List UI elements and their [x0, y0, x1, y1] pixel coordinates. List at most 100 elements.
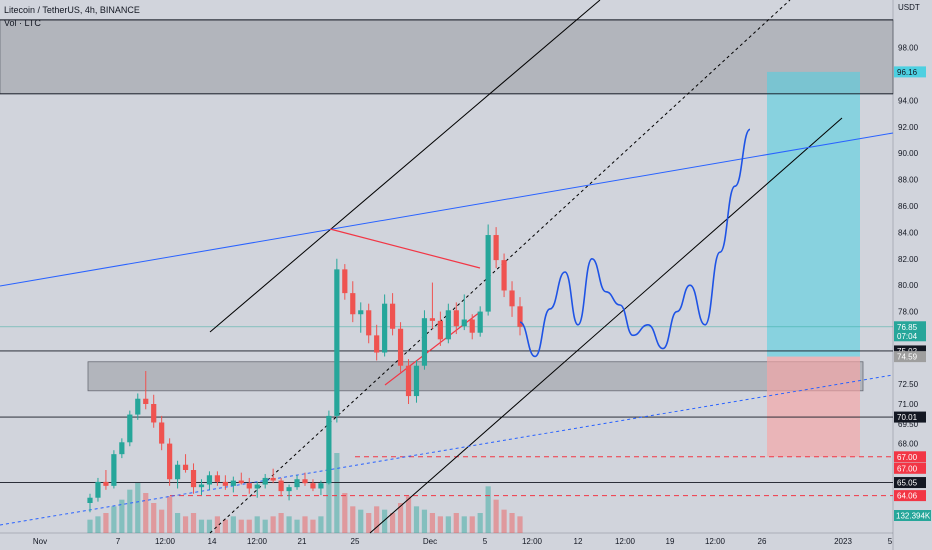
candle-body [310, 483, 316, 489]
channel-median-line [209, 0, 791, 534]
price-tick-label: 80.00 [898, 281, 919, 290]
candle-body [382, 303, 388, 353]
volume-bar [374, 506, 380, 533]
price-tag-label: 65.05 [897, 479, 918, 488]
symbol-title[interactable]: Litecoin / TetherUS, 4h, BINANCE [4, 5, 140, 15]
price-tag-label: 74.59 [897, 353, 918, 362]
time-tick-label: 21 [298, 537, 307, 546]
volume-bar [294, 519, 300, 533]
volume-bar [501, 509, 507, 533]
volume-bar [214, 516, 221, 533]
price-tag [894, 66, 926, 78]
volume-indicator-label[interactable]: Vol · LTC [4, 18, 41, 28]
volume-bar [358, 509, 364, 533]
price-tick-label: 69.50 [898, 420, 919, 429]
volume-bar [270, 516, 276, 533]
candle-body [421, 318, 428, 366]
price-tick-label: 98.00 [898, 44, 919, 53]
stop-zone [767, 356, 860, 457]
price-tick-label: 94.00 [898, 96, 919, 105]
volume-bar [262, 519, 268, 533]
candle-body [445, 310, 451, 340]
volume-bar [437, 516, 443, 533]
candle-body [413, 365, 420, 397]
volume-bar [151, 503, 157, 533]
price-tag-label: 67.00 [897, 453, 918, 462]
time-tick-label: 12:00 [615, 537, 636, 546]
channel-upper-line [209, 0, 601, 333]
candle-body [262, 477, 268, 485]
price-tick-label: 88.00 [898, 176, 919, 185]
candle-body [477, 311, 483, 333]
volume-bar [135, 483, 141, 533]
volume-bar [254, 516, 260, 533]
triangle-upper-line [329, 228, 481, 269]
candle-body [461, 319, 467, 327]
channel-lower-line [369, 117, 843, 534]
volume-bar [127, 489, 133, 533]
volume-bar [310, 519, 316, 533]
volume-bar [286, 516, 292, 533]
time-tick-label: 12:00 [522, 537, 543, 546]
volume-bar [389, 513, 396, 533]
candle-body [174, 464, 181, 480]
candle-body [159, 422, 165, 444]
countdown-label: 07:04 [897, 332, 918, 341]
price-tag [894, 462, 926, 474]
time-tick-label: 5 [888, 537, 893, 546]
price-tick-label: 71.00 [898, 400, 919, 409]
price-tag-label: 96.16 [897, 68, 918, 77]
candle-body [206, 475, 213, 485]
volume-bar [334, 453, 340, 533]
candle-body [214, 475, 221, 482]
price-tag [894, 351, 926, 363]
candle-body [286, 487, 292, 492]
candle-body [198, 484, 205, 488]
candle-body [95, 481, 101, 498]
candle-body [222, 481, 228, 486]
candle-body [127, 414, 133, 443]
price-tag [894, 321, 926, 342]
volume-bar [119, 499, 125, 533]
volume-bar [167, 496, 173, 533]
volume-bar [382, 509, 388, 533]
price-tick-label: 84.00 [898, 228, 919, 237]
candle-body [302, 479, 308, 484]
support-trendline [0, 374, 894, 526]
price-tag-label: 70.01 [897, 413, 918, 422]
target-zone [767, 71, 860, 357]
volume-bar [469, 516, 475, 533]
price-tag [894, 490, 926, 502]
price-tick-label: 92.00 [898, 123, 919, 132]
volume-bar [182, 516, 189, 533]
volume-bar [413, 506, 420, 533]
candle-body [342, 269, 348, 294]
volume-tag-label: 132.394K [896, 512, 931, 521]
time-tick-label: 25 [351, 537, 360, 546]
time-tick-label: 26 [758, 537, 767, 546]
time-tick-label: 12:00 [155, 537, 176, 546]
candle-body [437, 320, 443, 340]
volume-bar [397, 503, 404, 533]
price-axis-unit: USDT [898, 3, 920, 12]
candle-body [151, 404, 157, 423]
candle-body [294, 479, 300, 488]
projection-path [519, 128, 751, 358]
volume-bar [246, 519, 252, 533]
time-tick-label: 12:00 [705, 537, 726, 546]
demand-zone [87, 361, 864, 392]
candle-body [270, 477, 276, 481]
candle-body [429, 318, 436, 321]
candle-body [190, 470, 197, 488]
volume-bar [95, 516, 101, 533]
volume-bar [159, 509, 165, 533]
time-tick-label: 12 [574, 537, 583, 546]
candle-body [119, 442, 125, 455]
time-tick-label: Dec [423, 537, 437, 546]
volume-bar [366, 513, 372, 533]
price-tick-label: 72.50 [898, 380, 919, 389]
candle-body [374, 335, 380, 353]
price-tag-label: 67.00 [897, 464, 918, 473]
price-tick-label: 78.00 [898, 308, 919, 317]
